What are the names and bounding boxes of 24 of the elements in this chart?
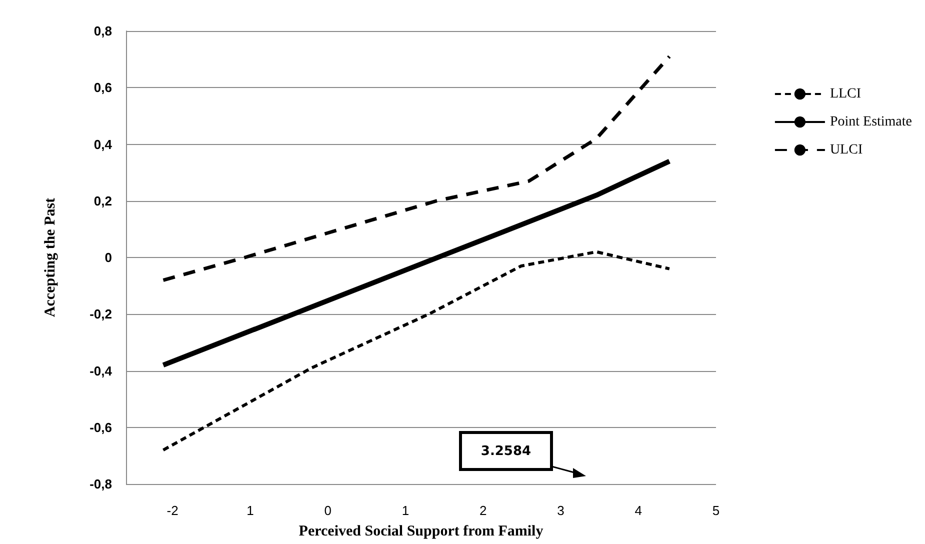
x-tick-label: 4 xyxy=(634,503,642,518)
legend-label: LLCI xyxy=(830,86,862,102)
x-tick-label: 1 xyxy=(402,503,410,518)
y-tick-label: 0,6 xyxy=(94,80,112,96)
y-tick-label: 0,2 xyxy=(94,193,112,208)
y-tick-label: 0 xyxy=(104,250,112,265)
line-series xyxy=(162,54,672,282)
x-tick-label: 3 xyxy=(557,503,564,518)
text-box: 3.2584 xyxy=(459,431,553,471)
x-tick-label: 5 xyxy=(712,503,720,518)
y-tick-label: -0,2 xyxy=(90,306,112,322)
legend-label: Point Estimate xyxy=(830,114,912,130)
x-tick-label: 0 xyxy=(324,503,332,518)
x-axis-title: Perceived Social Support from Family xyxy=(298,524,544,540)
y-tick-label: 0,4 xyxy=(94,136,113,152)
y-axis-title: Accepting the Past xyxy=(42,198,58,318)
x-tick-label: 1 xyxy=(246,503,254,518)
y-tick-label: -0,8 xyxy=(90,476,112,492)
x-tick-label: -2 xyxy=(166,503,178,518)
y-tick-label: -0,4 xyxy=(90,363,113,378)
y-tick-label: 0,8 xyxy=(94,24,112,38)
y-tick-label: -0,6 xyxy=(90,420,112,435)
legend-label: ULCI xyxy=(830,142,863,158)
x-tick-label: 2 xyxy=(479,503,487,518)
